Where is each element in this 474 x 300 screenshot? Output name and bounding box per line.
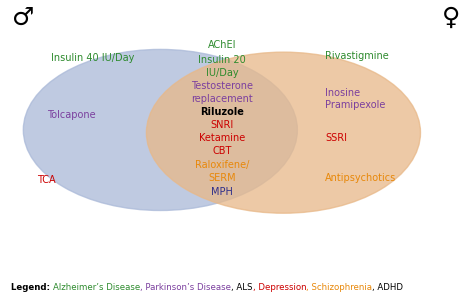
Text: , ADHD: , ADHD [373,283,403,292]
Text: MPH: MPH [211,187,233,197]
Text: Pramipexole: Pramipexole [325,100,386,110]
Text: SNRI: SNRI [210,120,234,130]
Text: Legend:: Legend: [11,283,53,292]
Circle shape [23,50,297,211]
Text: AChEI: AChEI [208,40,237,50]
Text: , Schizophrenia: , Schizophrenia [307,283,373,292]
Text: Testosterone: Testosterone [191,81,253,91]
Text: Inosine: Inosine [325,88,360,98]
Circle shape [146,52,420,213]
Text: ♂: ♂ [12,6,35,30]
Text: Rivastigmine: Rivastigmine [325,51,389,61]
Text: , ALS: , ALS [231,283,253,292]
Text: SSRI: SSRI [325,133,347,143]
Text: ♀: ♀ [442,6,460,30]
Text: , Depression: , Depression [253,283,307,292]
Text: Insulin 20: Insulin 20 [198,55,246,65]
Text: CBT: CBT [212,146,232,156]
Text: Alzheimer’s Disease: Alzheimer’s Disease [53,283,140,292]
Text: Ketamine: Ketamine [199,133,245,143]
Text: , Parkinson’s Disease: , Parkinson’s Disease [140,283,231,292]
Text: Raloxifene/: Raloxifene/ [195,160,249,170]
Text: Insulin 40 IU/Day: Insulin 40 IU/Day [51,52,135,63]
Text: IU/Day: IU/Day [206,68,238,78]
Text: replacement: replacement [191,94,253,103]
Text: SERM: SERM [208,173,236,183]
Text: TCA: TCA [37,176,56,185]
Text: Tolcapone: Tolcapone [46,110,95,120]
Text: Riluzole: Riluzole [200,107,244,117]
Text: Antipsychotics: Antipsychotics [325,173,397,183]
